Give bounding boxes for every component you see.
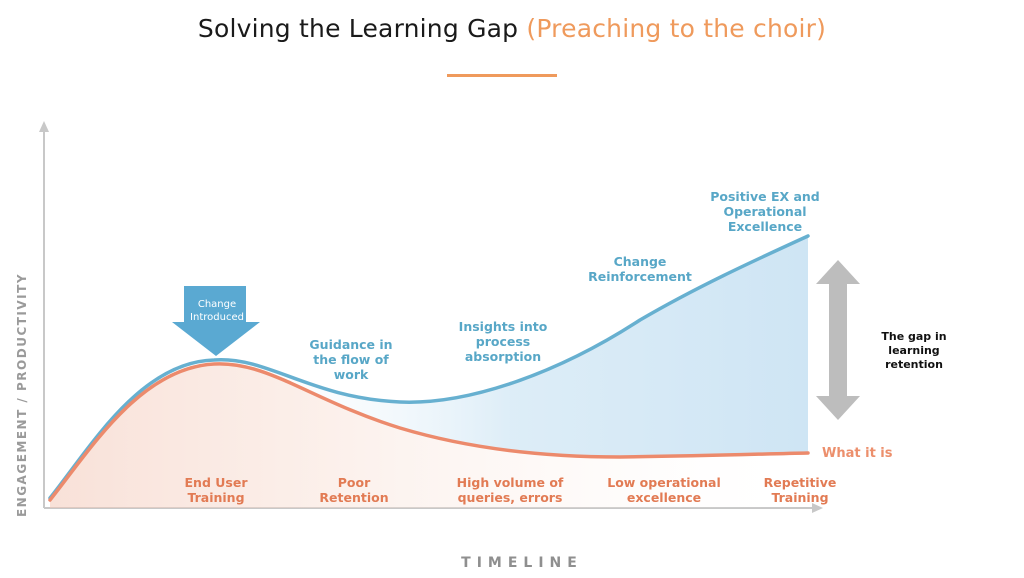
actual-curve	[48, 362, 810, 502]
gap-label: The gap in learning retention	[881, 330, 947, 371]
change-introduced-label: Change Introduced	[190, 299, 244, 323]
gap-double-arrow	[816, 260, 860, 420]
label-high-volume: High volume of queries, errors	[456, 475, 564, 505]
title-accent: (Preaching to the choir)	[526, 14, 827, 43]
x-axis-label: TIMELINE	[461, 555, 583, 571]
label-reinforcement: Change Reinforcement	[588, 254, 692, 284]
label-guidance: Guidance in the flow of work	[309, 337, 393, 382]
y-axis-arrowhead	[39, 121, 49, 132]
page-title: Solving the Learning Gap (Preaching to t…	[0, 14, 1024, 43]
y-axis-label: ENGAGEMENT / PRODUCTIVITY	[15, 272, 29, 518]
title-underline	[447, 74, 557, 77]
change-introduced-arrow	[172, 286, 260, 356]
gap-area	[214, 236, 808, 457]
desired-curve	[48, 234, 810, 500]
label-insights: Insights into process absorption	[458, 319, 548, 364]
title-main: Solving the Learning Gap	[197, 14, 519, 43]
label-positive-ex: Positive EX and Operational Excellence	[710, 189, 820, 234]
label-end-user-training: End User Training	[184, 475, 248, 505]
what-it-is-label: What it is	[822, 446, 893, 461]
label-low-excellence: Low operational excellence	[607, 475, 721, 505]
label-poor-retention: Poor Retention	[319, 475, 389, 505]
x-axis-arrowhead	[812, 503, 823, 513]
label-repetitive-training: Repetitive Training	[763, 475, 837, 505]
